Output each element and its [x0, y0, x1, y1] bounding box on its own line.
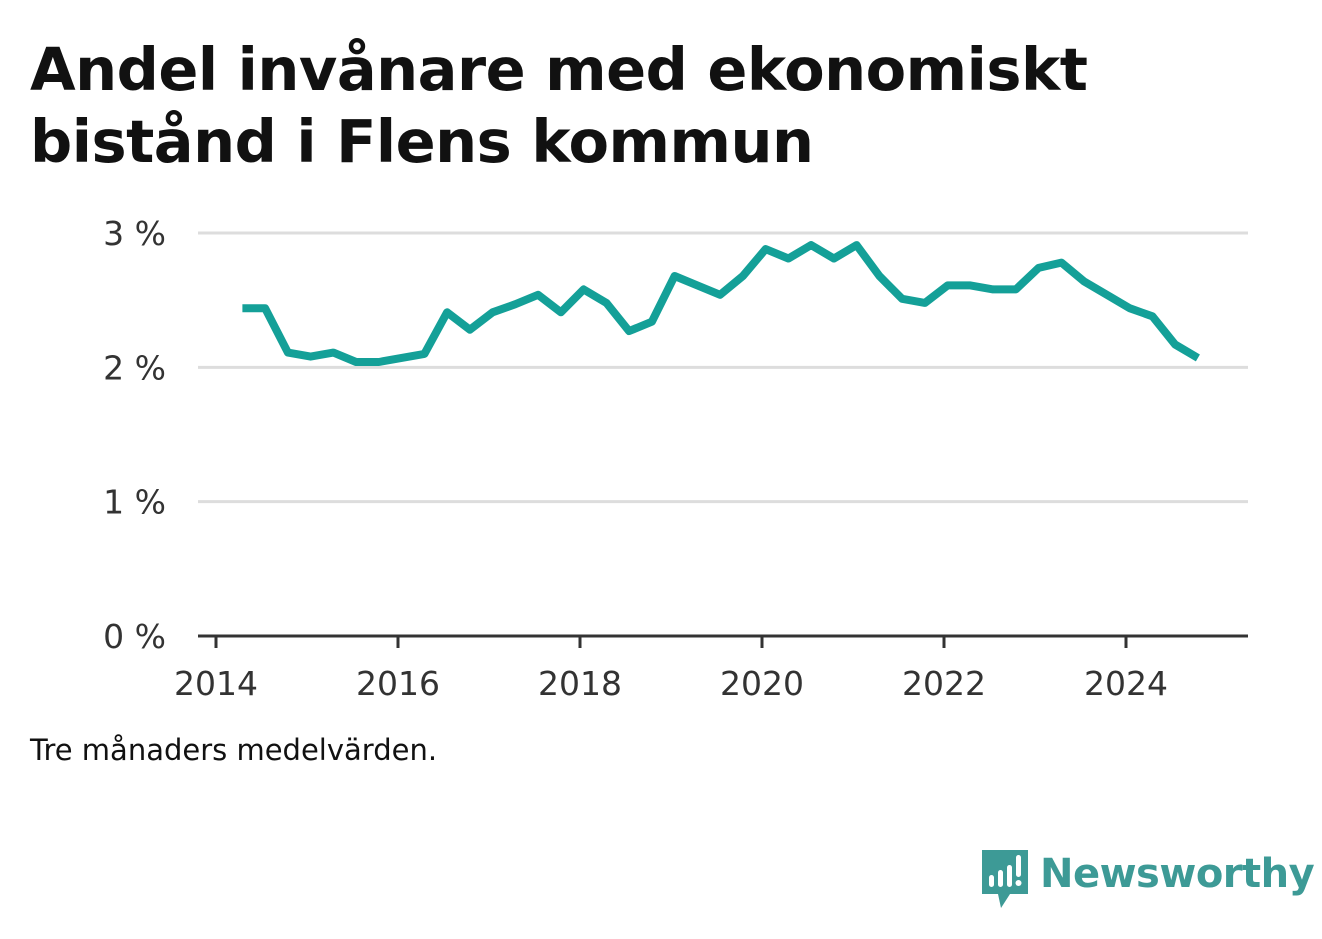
y-tick-label: 0 %	[103, 617, 166, 656]
newsworthy-logo-icon	[982, 850, 1028, 908]
series-layer	[242, 241, 1200, 366]
x-tick-label: 2018	[538, 664, 622, 703]
brand-logo: Newsworthy	[980, 848, 1315, 910]
x-tick-label: 2014	[174, 664, 258, 703]
y-tick-label: 2 %	[103, 348, 166, 387]
chart-footnote: Tre månaders medelvärden.	[30, 733, 438, 767]
x-tick-label: 2024	[1084, 664, 1168, 703]
x-tick-label: 2022	[902, 664, 986, 703]
y-tick-label: 1 %	[103, 483, 166, 522]
tick-labels: 0 % 1 % 2 % 3 % 2014 2016 2018 2020 2022 2024	[103, 214, 1168, 703]
x-axis	[198, 634, 1248, 648]
x-tick-label: 2020	[720, 664, 804, 703]
brand-name: Newsworthy	[1040, 851, 1315, 897]
y-tick-label: 3 %	[103, 214, 166, 253]
chart-title: Andel invånare med ekonomiskt bistånd i …	[30, 35, 1088, 176]
x-tick-label: 2016	[356, 664, 440, 703]
gridlines	[198, 231, 1248, 504]
series-line	[242, 241, 1200, 366]
